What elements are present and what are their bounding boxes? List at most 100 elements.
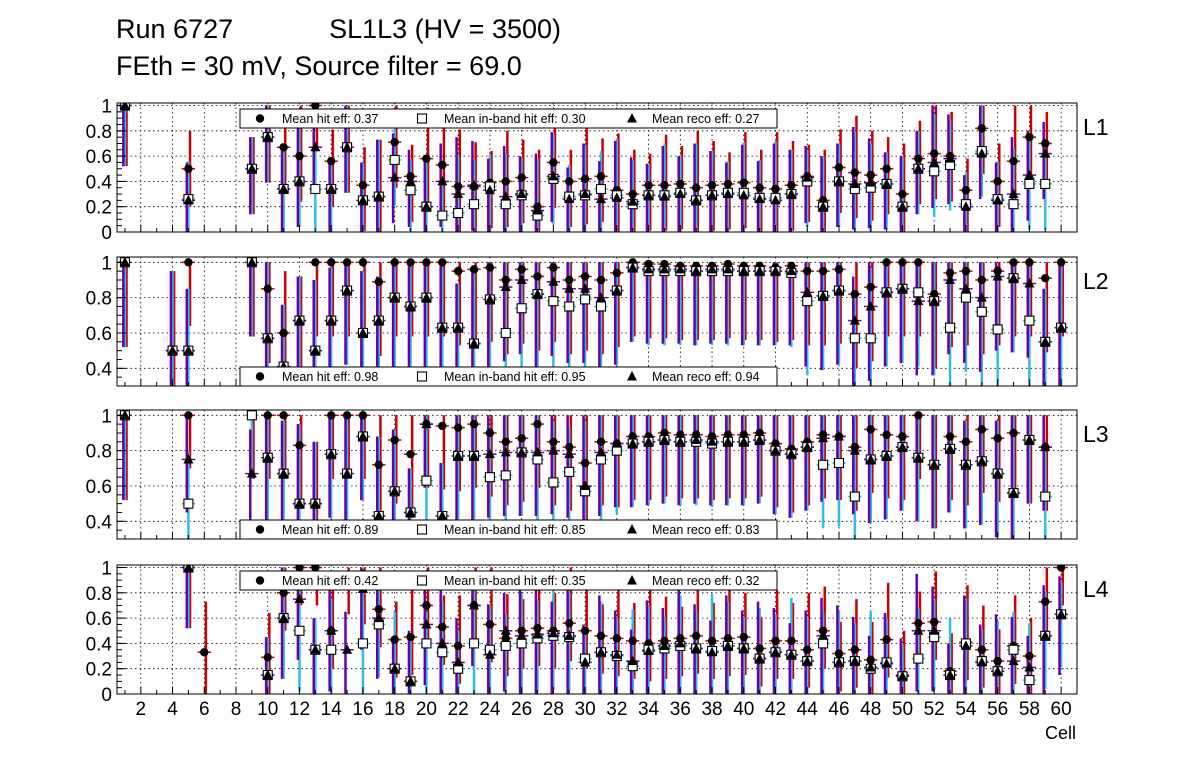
hit-point bbox=[866, 170, 875, 180]
hit-point bbox=[850, 168, 860, 177]
y-tick-label: 0.4 bbox=[86, 634, 113, 655]
hit-point bbox=[374, 460, 384, 469]
legend-reco-label: Mean reco eff: 0.83 bbox=[652, 523, 760, 537]
hit-point bbox=[945, 268, 955, 278]
x-tick-label: 48 bbox=[860, 699, 881, 720]
reco-point bbox=[294, 315, 305, 325]
reco-point bbox=[960, 201, 971, 211]
hit-point bbox=[993, 656, 1002, 666]
hit-point bbox=[453, 266, 463, 276]
reco-point bbox=[580, 480, 591, 490]
hit-point bbox=[914, 258, 923, 267]
reco-point bbox=[421, 292, 432, 302]
reco-point bbox=[294, 498, 305, 508]
reco-point bbox=[357, 431, 368, 441]
reco-point bbox=[976, 292, 987, 302]
hit-point bbox=[438, 160, 447, 170]
hit-point bbox=[453, 641, 463, 651]
reco-point bbox=[342, 141, 353, 152]
reco-point bbox=[389, 292, 400, 302]
reco-point bbox=[833, 175, 844, 186]
hit-point bbox=[279, 411, 288, 420]
reco-point bbox=[770, 646, 781, 657]
reco-point bbox=[373, 612, 384, 623]
panel-l4: 0 0.2 0.4 0.6 0.8 1 L4 Mean hit eff: 0.42 Mean i… bbox=[86, 559, 1109, 706]
hit-point bbox=[311, 565, 320, 572]
reco-point bbox=[167, 345, 178, 355]
hit-point bbox=[882, 164, 891, 173]
hit-point bbox=[422, 601, 431, 610]
inband-point bbox=[580, 294, 591, 305]
reco-point bbox=[707, 646, 718, 657]
hit-point bbox=[1009, 156, 1018, 166]
y-tick-label: 0.8 bbox=[86, 122, 112, 143]
hit-point bbox=[263, 284, 272, 294]
x-tick-label: 44 bbox=[797, 699, 819, 720]
inband-point bbox=[929, 166, 940, 177]
hit-point bbox=[517, 173, 526, 182]
reco-point bbox=[707, 436, 718, 446]
reco-point bbox=[564, 630, 575, 640]
reco-point bbox=[992, 468, 1003, 478]
reco-point bbox=[754, 434, 765, 445]
reco-point bbox=[262, 452, 273, 462]
reco-point bbox=[1024, 434, 1035, 445]
hit-point bbox=[469, 419, 479, 429]
hit-point bbox=[374, 605, 384, 614]
inband-point bbox=[310, 183, 321, 195]
hit-point bbox=[850, 289, 860, 299]
reco-point bbox=[548, 276, 559, 286]
reco-point bbox=[500, 281, 511, 292]
legend: Mean hit eff: 0.42 Mean in-band hit eff: … bbox=[239, 570, 778, 591]
hit-point bbox=[390, 258, 399, 267]
y-tick-label: 0.6 bbox=[86, 609, 112, 630]
hit-point bbox=[898, 258, 907, 267]
hit-point bbox=[977, 124, 986, 133]
inband-point bbox=[468, 199, 480, 210]
hit-point bbox=[549, 437, 558, 447]
y-tick-label: 0.2 bbox=[86, 198, 112, 219]
reco-point bbox=[659, 434, 670, 445]
hit-point bbox=[184, 258, 193, 267]
inband-point bbox=[500, 199, 511, 210]
reco-point bbox=[722, 640, 733, 650]
legend: Mean hit eff: 0.89 Mean in-band hit eff: … bbox=[239, 519, 778, 540]
legend: Mean hit eff: 0.98 Mean in-band hit eff: … bbox=[239, 366, 778, 387]
reco-point bbox=[960, 283, 971, 293]
y-tick-label: 0.2 bbox=[86, 660, 112, 681]
hit-point bbox=[565, 177, 574, 186]
reco-point bbox=[833, 656, 844, 667]
reco-point bbox=[310, 644, 321, 654]
reco-point bbox=[278, 468, 289, 478]
hit-point bbox=[691, 631, 701, 641]
panel-label: L4 bbox=[1083, 576, 1109, 602]
hit-point bbox=[914, 154, 923, 163]
reco-point bbox=[548, 627, 559, 638]
x-tick-label: 54 bbox=[955, 699, 977, 720]
hit-point bbox=[1056, 258, 1066, 267]
reco-point bbox=[675, 637, 686, 648]
reco-point bbox=[326, 448, 337, 459]
y-tick-label: 1 bbox=[101, 253, 112, 274]
hit-point bbox=[390, 138, 399, 147]
reco-point bbox=[865, 661, 876, 672]
reco-point bbox=[342, 644, 353, 654]
x-tick-label: 46 bbox=[828, 699, 849, 720]
reco-point bbox=[469, 179, 480, 190]
reco-point bbox=[945, 153, 956, 163]
reco-point bbox=[627, 655, 638, 666]
hit-point bbox=[993, 434, 1002, 443]
hit-point bbox=[279, 328, 288, 338]
reco-point bbox=[278, 612, 289, 623]
x-tick-label: 58 bbox=[1019, 699, 1040, 720]
reco-point bbox=[675, 188, 686, 199]
inband-point bbox=[437, 210, 448, 221]
reco-point bbox=[326, 625, 337, 635]
inband-point bbox=[849, 491, 860, 502]
reco-point bbox=[183, 194, 194, 205]
inband-point bbox=[326, 644, 337, 655]
hit-point bbox=[914, 618, 923, 628]
hit-point bbox=[485, 428, 495, 438]
hit-point bbox=[438, 421, 447, 431]
